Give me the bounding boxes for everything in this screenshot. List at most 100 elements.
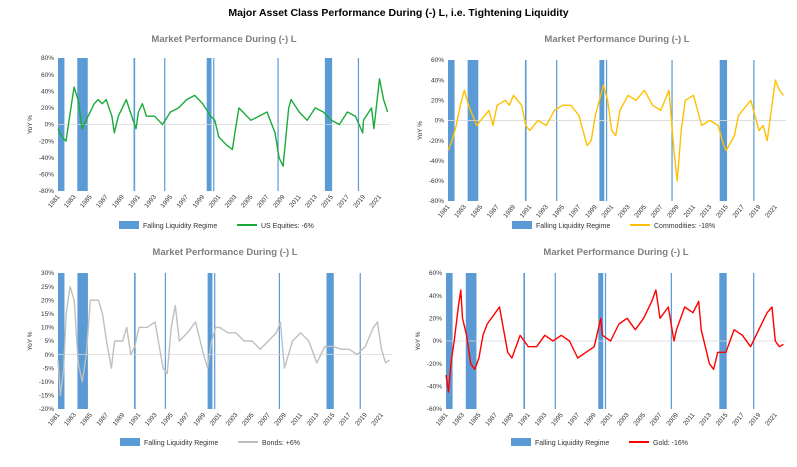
y-tick-label: 40% bbox=[41, 88, 54, 95]
series-line bbox=[57, 78, 389, 167]
y-tick-label: 10% bbox=[41, 325, 54, 332]
x-tick-label: 1981 bbox=[435, 411, 450, 427]
x-tick-label: 1995 bbox=[159, 193, 174, 209]
y-tick-label: 20% bbox=[41, 297, 54, 304]
x-tick-label: 2013 bbox=[304, 193, 319, 209]
y-tick-label: -10% bbox=[39, 379, 54, 386]
x-tick-label: 2013 bbox=[699, 203, 714, 219]
x-tick-label: 2019 bbox=[748, 411, 763, 427]
legend-regime-swatch bbox=[512, 221, 532, 229]
x-tick-label: 2017 bbox=[731, 203, 746, 219]
y-tick-label: 0% bbox=[433, 338, 443, 345]
x-tick-label: 1991 bbox=[128, 411, 143, 427]
x-tick-label: 1985 bbox=[79, 411, 94, 427]
x-tick-label: 2021 bbox=[370, 411, 385, 427]
y-tick-label: 20% bbox=[41, 105, 54, 112]
y-tick-label: -20% bbox=[39, 406, 54, 413]
x-tick-label: 2017 bbox=[731, 411, 746, 427]
x-tick-label: 1999 bbox=[584, 203, 599, 219]
y-tick-label: 60% bbox=[429, 270, 442, 277]
falling-liquidity-regime-bar bbox=[448, 60, 455, 201]
falling-liquidity-regime-bar bbox=[134, 273, 136, 409]
x-tick-label: 2007 bbox=[650, 203, 665, 219]
legend-regime-swatch bbox=[120, 438, 140, 446]
chart-panel-commodities: Market Performance During (-) L -80% -60% -… bbox=[398, 30, 793, 240]
series-line bbox=[447, 79, 785, 182]
x-tick-label: 1993 bbox=[534, 411, 549, 427]
y-tick-label: -15% bbox=[39, 393, 54, 400]
x-tick-label: 2017 bbox=[336, 193, 351, 209]
x-tick-label: 1983 bbox=[63, 411, 78, 427]
chart-panel-us-equities: Market Performance During (-) L -80% -60% -… bbox=[0, 30, 395, 240]
x-tick-label: 2005 bbox=[632, 411, 647, 427]
gold-chart: Market Performance During (-) L -60% -40% -… bbox=[415, 247, 786, 447]
falling-liquidity-regime-bar bbox=[467, 60, 479, 201]
x-tick-label: 2011 bbox=[683, 203, 698, 219]
y-tick-label: -60% bbox=[429, 178, 444, 185]
legend-regime-label: Falling Liquidity Regime bbox=[535, 440, 609, 447]
x-tick-label: 2011 bbox=[288, 193, 303, 209]
y-tick-label: 0% bbox=[45, 122, 55, 129]
x-tick-label: 2007 bbox=[256, 193, 271, 209]
x-tick-label: 1999 bbox=[192, 411, 207, 427]
x-tick-label: 1995 bbox=[551, 203, 566, 219]
x-tick-label: 2003 bbox=[616, 411, 631, 427]
falling-liquidity-regime-bar bbox=[278, 273, 280, 409]
x-tick-label: 2003 bbox=[225, 411, 240, 427]
chart-panel-bonds: Market Performance During (-) L -20% -15% -… bbox=[0, 247, 395, 462]
legend: Falling Liquidity Regime Commodities: -18… bbox=[512, 221, 715, 230]
x-tick-label: 1991 bbox=[519, 203, 534, 219]
x-tick-label: 1989 bbox=[112, 411, 127, 427]
falling-liquidity-regime-bar bbox=[524, 60, 527, 201]
x-tick-label: 2021 bbox=[764, 411, 779, 427]
y-tick-label: -80% bbox=[39, 188, 54, 195]
x-tick-label: 2017 bbox=[338, 411, 353, 427]
y-axis-label: YoY % bbox=[415, 331, 422, 350]
x-tick-label: 2005 bbox=[241, 411, 256, 427]
x-tick-label: 1997 bbox=[568, 203, 583, 219]
x-tick-label: 2009 bbox=[665, 411, 680, 427]
x-tick-label: 1995 bbox=[160, 411, 175, 427]
y-tick-label: -40% bbox=[427, 384, 442, 391]
falling-liquidity-regime-bar bbox=[605, 60, 608, 201]
x-tick-label: 1987 bbox=[486, 203, 501, 219]
x-tick-label: 1989 bbox=[111, 193, 126, 209]
x-tick-label: 2001 bbox=[209, 411, 224, 427]
commodities-chart: Market Performance During (-) L -80% -60% -… bbox=[417, 34, 786, 230]
x-tick-label: 2001 bbox=[601, 203, 616, 219]
falling-liquidity-regime-bar bbox=[58, 273, 65, 409]
legend-regime-label: Falling Liquidity Regime bbox=[143, 223, 217, 230]
x-tick-label: 1997 bbox=[176, 411, 191, 427]
x-tick-label: 2007 bbox=[257, 411, 272, 427]
x-tick-label: 2019 bbox=[352, 193, 367, 209]
x-tick-label: 1989 bbox=[501, 411, 516, 427]
y-axis-label: YoY % bbox=[27, 115, 34, 134]
falling-liquidity-regime-bar bbox=[599, 60, 605, 201]
series-line bbox=[57, 285, 390, 397]
legend-series-label: Commodities: -18% bbox=[654, 223, 715, 230]
y-tick-label: 20% bbox=[431, 97, 444, 104]
x-tick-label: 1997 bbox=[175, 193, 190, 209]
y-tick-label: 30% bbox=[41, 270, 54, 277]
x-tick-label: 2015 bbox=[715, 411, 730, 427]
chart-title: Market Performance During (-) L bbox=[543, 247, 688, 258]
x-tick-label: 1993 bbox=[143, 193, 158, 209]
x-tick-label: 1987 bbox=[95, 193, 110, 209]
y-tick-label: 60% bbox=[431, 57, 444, 64]
x-tick-label: 2005 bbox=[633, 203, 648, 219]
x-tick-label: 1991 bbox=[517, 411, 532, 427]
x-tick-label: 2005 bbox=[240, 193, 255, 209]
x-tick-label: 1991 bbox=[127, 193, 142, 209]
falling-liquidity-regime-bar bbox=[207, 273, 213, 409]
y-tick-label: -60% bbox=[427, 406, 442, 413]
x-tick-label: 1993 bbox=[535, 203, 550, 219]
falling-liquidity-regime-bar bbox=[326, 273, 334, 409]
legend-regime-label: Falling Liquidity Regime bbox=[536, 223, 610, 230]
falling-liquidity-regime-bar bbox=[719, 60, 728, 201]
x-tick-label: 1985 bbox=[470, 203, 485, 219]
us-equities-chart: Market Performance During (-) L -80% -60% -… bbox=[27, 34, 390, 230]
x-tick-label: 2021 bbox=[764, 203, 779, 219]
x-tick-label: 1987 bbox=[484, 411, 499, 427]
legend-regime-label: Falling Liquidity Regime bbox=[144, 440, 218, 447]
y-tick-label: 0% bbox=[45, 352, 55, 359]
